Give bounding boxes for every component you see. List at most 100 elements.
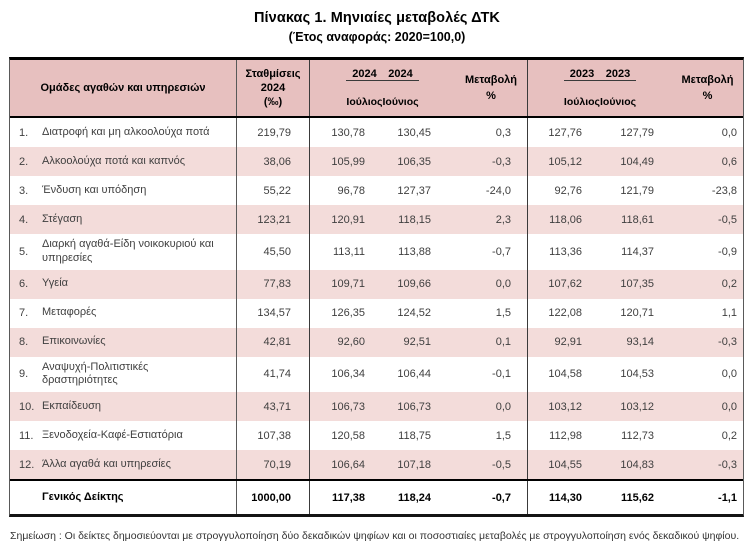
- index-2024-jun-value: 106,73: [397, 400, 431, 413]
- index-2024-jun-value: 92,51: [403, 336, 431, 348]
- total-label: Γενικός Δείκτης: [40, 481, 237, 514]
- weight-cell: 41,74: [237, 356, 310, 392]
- category-label: Ξενοδοχεία-Καφέ-Εστιατόρια: [42, 428, 183, 441]
- row-number-cell: 12.: [10, 450, 40, 479]
- weight-value: 45,50: [263, 245, 291, 258]
- index-2023-jul-cell: 113,36: [528, 234, 600, 270]
- index-2024-jul-value: 92,60: [337, 336, 365, 348]
- index-2023-jun-value: 104,49: [620, 155, 654, 168]
- row-number-cell: 2.: [10, 147, 40, 176]
- index-2023-jun-value: 114,37: [621, 245, 654, 258]
- header-year-2024-jul: 2024: [352, 67, 377, 80]
- index-2023-jul-cell: 112,98: [528, 421, 600, 450]
- index-2024-jun-value: 127,37: [397, 184, 431, 197]
- table-header: Ομάδες αγαθών και υπηρεσιών Σταθμίσεις 2…: [10, 60, 743, 118]
- table-row: 6. Υγεία 77,83 109,71 109,66 0,0 107,62 …: [10, 269, 743, 299]
- index-2023-jun-cell: 112,73: [600, 421, 672, 450]
- header-months-2024: Ιούλιος Ιούνιος: [346, 96, 418, 108]
- index-2023-jul-value: 105,12: [548, 155, 582, 168]
- index-2024-jun-cell: 118,15: [383, 205, 455, 234]
- index-2024-jul-cell: 96,78: [310, 176, 383, 205]
- change-2024-value: 0,1: [495, 336, 511, 348]
- category-cell: Άλλα αγαθά και υπηρεσίες: [40, 450, 237, 479]
- index-2024-jul-cell: 106,34: [310, 357, 383, 393]
- category-label: Αναψυχή-Πολιτιστικές δραστηριότητες: [42, 360, 149, 387]
- table-row: 3. Ένδυση και υπόδηση 55,22 96,78 127,37…: [10, 176, 743, 205]
- header-year-2023-jul: 2023: [569, 67, 595, 80]
- index-2023-jul-value: 127,76: [548, 126, 582, 139]
- weight-value: 107,38: [257, 429, 291, 442]
- index-2023-jul-cell: 104,55: [528, 450, 600, 479]
- index-2024-jul-value: 120,91: [331, 213, 365, 226]
- row-number-cell: 11.: [10, 421, 40, 450]
- index-2024-jul-value: 120,58: [331, 429, 365, 442]
- cpi-monthly-changes-table: Ομάδες αγαθών και υπηρεσιών Σταθμίσεις 2…: [9, 57, 744, 517]
- document-page: Πίνακας 1. Μηνιαίες μεταβολές ΔΤΚ (Έτος …: [9, 10, 744, 542]
- index-2024-jul-value: 96,78: [337, 184, 365, 197]
- table-row: 5. Διαρκή αγαθά-Είδη νοικοκυριού και υπη…: [10, 234, 743, 270]
- row-number-cell: 10.: [10, 392, 40, 421]
- change-2023-cell: -0,5: [672, 205, 743, 234]
- page-subtitle: (Έτος αναφοράς: 2020=100,0): [288, 30, 466, 44]
- index-2024-jun-value: 113,88: [398, 245, 431, 258]
- change-2024-cell: 0,3: [455, 118, 528, 147]
- change-2024-cell: 2,3: [455, 205, 528, 234]
- index-2023-jun-cell: 93,14: [600, 328, 672, 357]
- index-2023-jun-cell: 127,79: [600, 118, 672, 147]
- index-2023-jul-cell: 122,08: [528, 299, 600, 328]
- header-weights-line2: 2024: [260, 81, 286, 94]
- change-2024-value: 0,3: [495, 126, 511, 139]
- index-2023-jul-value: 107,62: [548, 278, 582, 290]
- change-2024-value: 1,5: [495, 307, 511, 319]
- index-2023-jul-cell: 103,12: [528, 392, 600, 421]
- total-change-2024-cell: -0,7: [455, 481, 528, 514]
- index-2024-jun-value: 118,75: [398, 429, 431, 442]
- category-cell: Διατροφή και μη αλκοολούχα ποτά: [40, 118, 237, 147]
- row-number-cell: 5.: [10, 234, 40, 270]
- index-2023-jun-cell: 104,83: [600, 450, 672, 479]
- change-2024-cell: 1,5: [455, 421, 528, 450]
- index-2023-jul-value: 92,91: [554, 336, 582, 348]
- index-2023-jul-cell: 127,76: [528, 118, 600, 147]
- table-row: 9. Αναψυχή-Πολιτιστικές δραστηριότητες 4…: [10, 356, 743, 393]
- index-2023-jun-cell: 104,53: [600, 357, 672, 393]
- row-number: 2.: [19, 155, 29, 168]
- weight-cell: 55,22: [237, 176, 310, 205]
- category-cell: Αναψυχή-Πολιτιστικές δραστηριότητες: [40, 356, 237, 392]
- total-index-2023-jun-cell: 115,62: [600, 481, 672, 514]
- row-number: 8.: [19, 336, 29, 348]
- index-2023-jul-cell: 92,91: [528, 328, 600, 357]
- row-number-cell: 3.: [10, 176, 40, 205]
- index-2024-jul-cell: 113,11: [310, 234, 383, 270]
- row-number-cell: 4.: [10, 205, 40, 234]
- weight-value: 219,79: [257, 126, 291, 139]
- index-2024-jun-value: 106,35: [397, 155, 431, 168]
- change-2023-value: 0,0: [721, 368, 737, 381]
- total-index-2023-jul-cell: 114,30: [528, 481, 600, 514]
- index-2023-jul-cell: 104,58: [528, 357, 600, 393]
- index-2023-jun-value: 118,61: [621, 213, 654, 226]
- index-2023-jun-value: 112,73: [621, 429, 654, 442]
- index-2023-jun-value: 104,53: [620, 368, 654, 381]
- table-row: 8. Επικοινωνίες 42,81 92,60 92,51 0,1 92…: [10, 327, 743, 357]
- header-years-2024: 2024 2024: [346, 67, 419, 81]
- header-change-2023: Μεταβολή %: [672, 60, 743, 116]
- weight-cell: 107,38: [237, 421, 310, 450]
- header-groups-column: Ομάδες αγαθών και υπηρεσιών: [10, 60, 237, 116]
- header-change-2023-line2: %: [702, 90, 713, 102]
- index-2024-jul-cell: 109,71: [310, 270, 383, 299]
- category-label: Διαρκή αγαθά-Είδη νοικοκυριού και υπηρεσ…: [42, 238, 214, 264]
- category-cell: Διαρκή αγαθά-Είδη νοικοκυριού και υπηρεσ…: [40, 234, 237, 270]
- change-2023-value: 0,0: [721, 126, 737, 139]
- total-index-2024-jul-value: 117,38: [331, 491, 365, 504]
- header-year-2023-jun: 2023: [605, 67, 631, 80]
- index-2023-jul-value: 104,58: [548, 368, 582, 381]
- index-2024-jun-value: 118,15: [398, 213, 431, 226]
- header-change-2024: Μεταβολή %: [455, 60, 528, 116]
- index-2023-jun-cell: 121,79: [600, 176, 672, 205]
- change-2023-value: 0,0: [721, 400, 737, 413]
- change-2023-cell: 1,1: [672, 299, 743, 328]
- weight-value: 55,22: [263, 184, 291, 197]
- change-2023-cell: 0,0: [672, 118, 743, 147]
- total-row-number: [10, 481, 40, 514]
